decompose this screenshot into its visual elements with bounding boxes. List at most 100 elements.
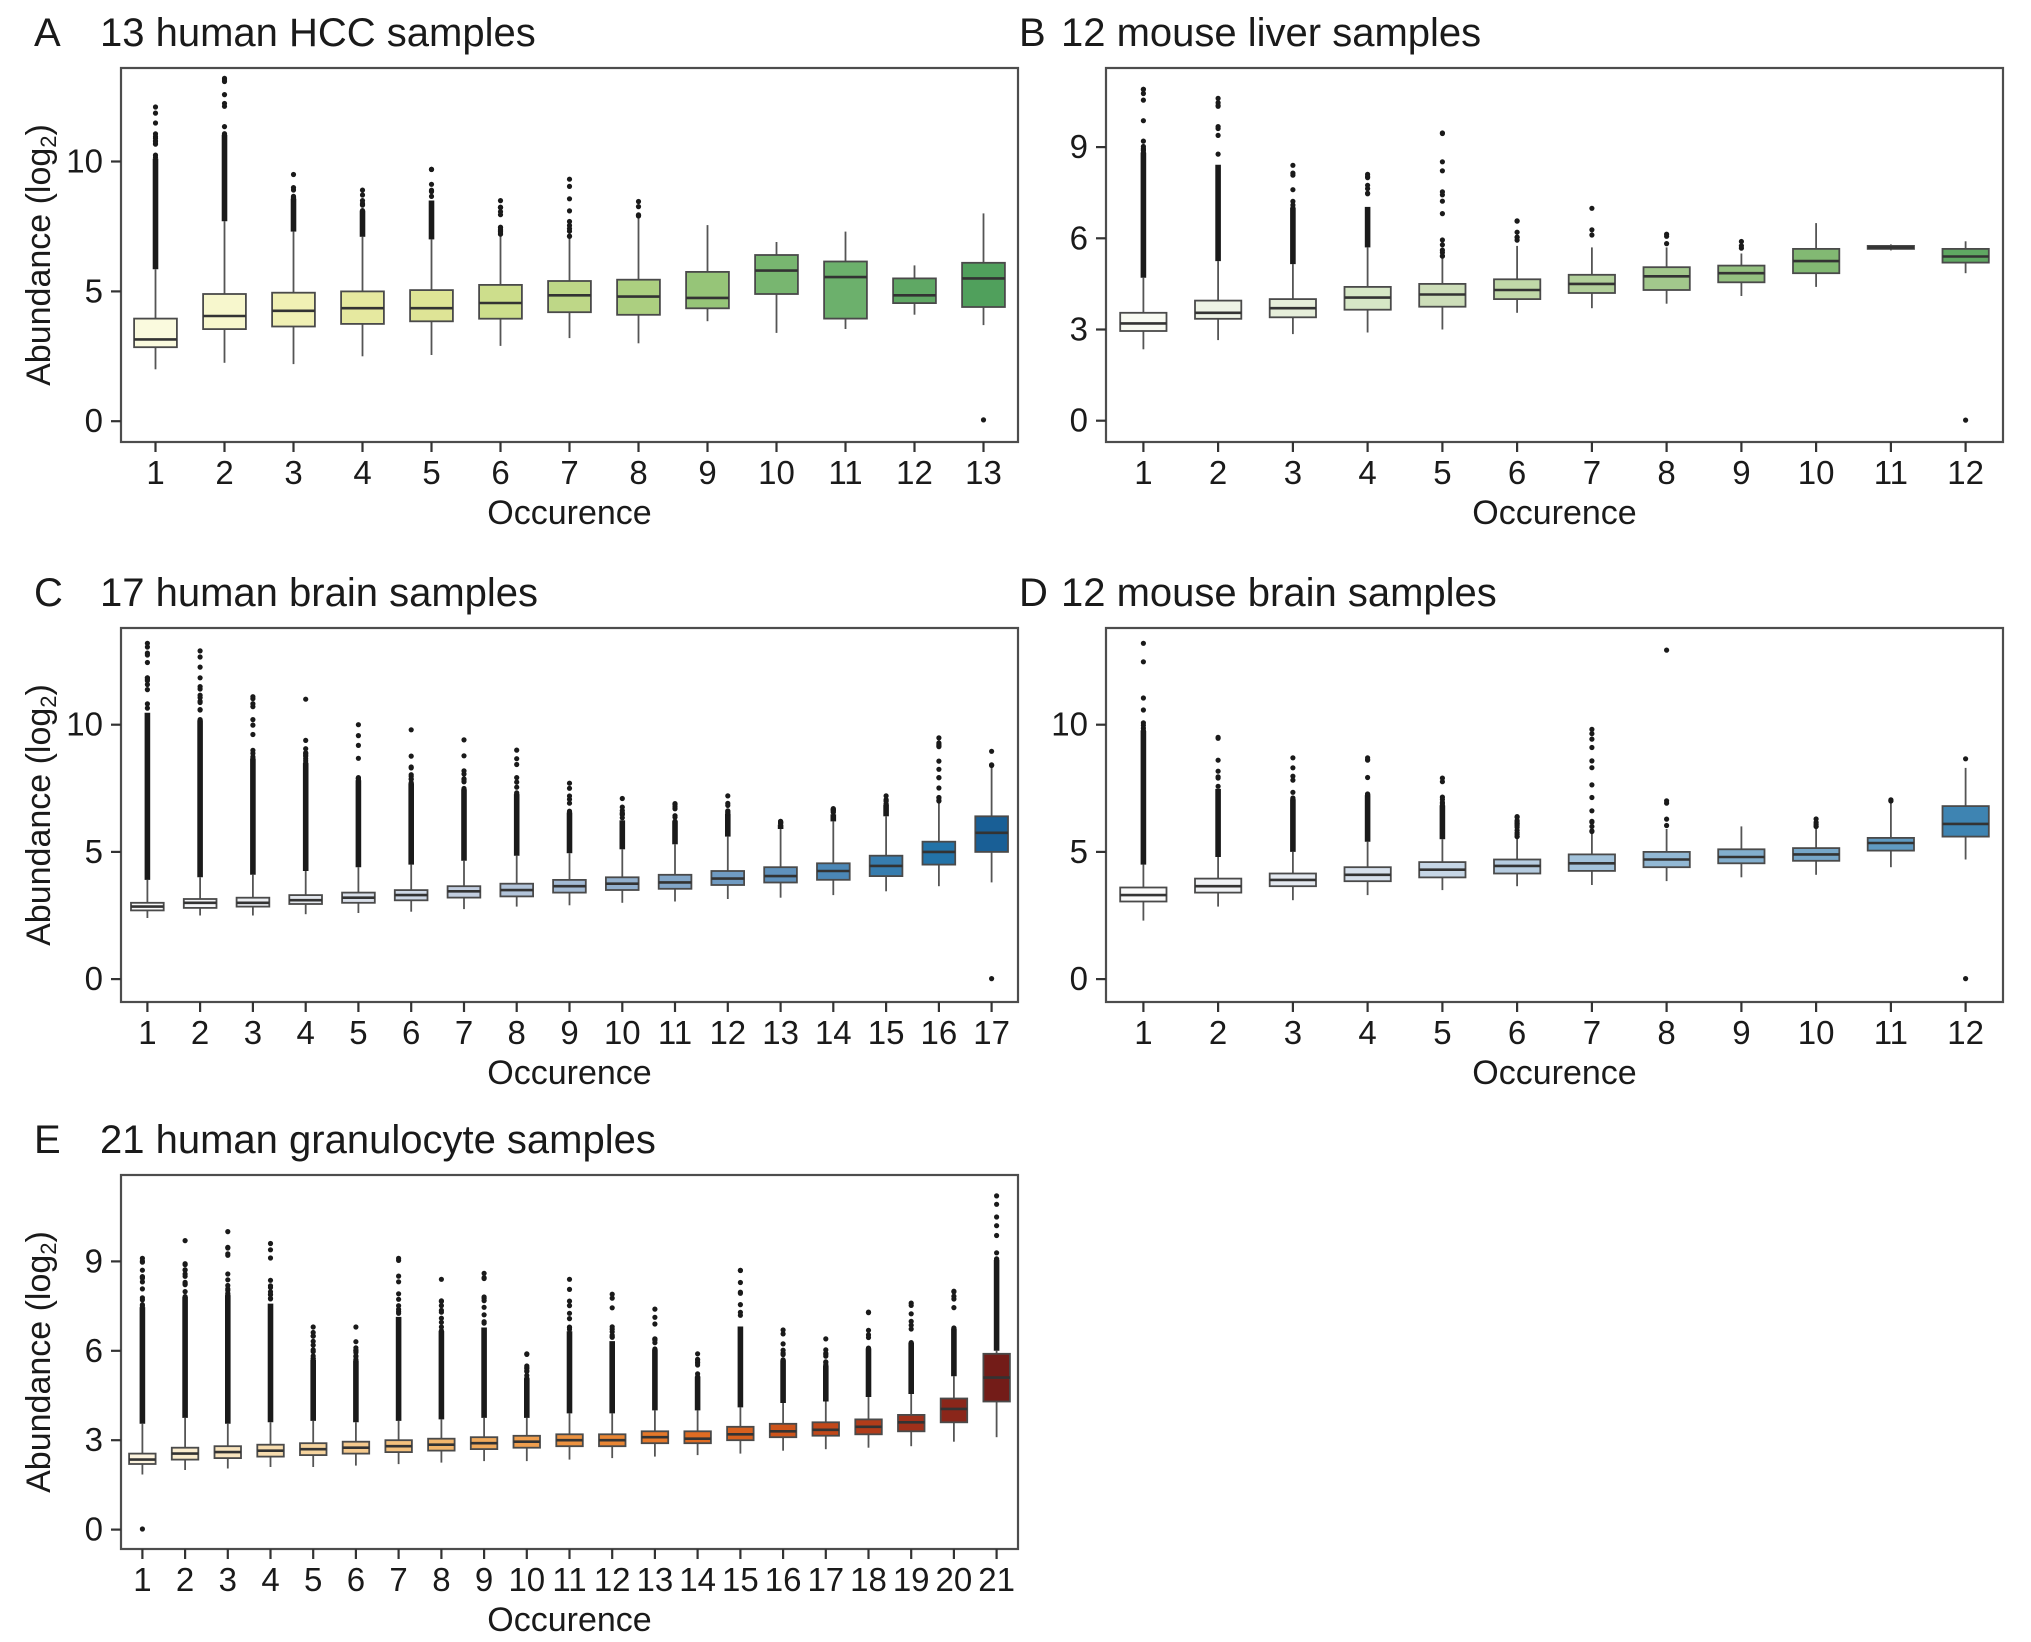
svg-text:20: 20: [936, 1561, 973, 1598]
svg-text:11: 11: [828, 454, 862, 491]
svg-text:4: 4: [1358, 454, 1376, 491]
svg-text:12: 12: [1947, 454, 1984, 491]
svg-text:0: 0: [85, 960, 103, 997]
svg-text:9: 9: [475, 1561, 493, 1598]
svg-text:2: 2: [191, 1014, 209, 1051]
svg-text:12: 12: [709, 1014, 746, 1051]
svg-text:Occurence: Occurence: [487, 1601, 651, 1639]
svg-text:1: 1: [138, 1014, 156, 1051]
svg-text:A: A: [34, 11, 61, 55]
svg-text:0: 0: [85, 1511, 103, 1548]
svg-text:17: 17: [807, 1561, 844, 1598]
svg-text:1: 1: [1134, 454, 1152, 491]
svg-text:5: 5: [304, 1561, 322, 1598]
svg-text:2: 2: [1209, 454, 1227, 491]
svg-text:Abundance (log2): Abundance (log2): [20, 124, 61, 386]
svg-text:0: 0: [1070, 960, 1088, 997]
svg-text:10: 10: [1798, 454, 1835, 491]
svg-text:D: D: [1019, 571, 1048, 615]
svg-text:8: 8: [1657, 1014, 1675, 1051]
svg-text:9: 9: [1732, 454, 1750, 491]
svg-text:17 human brain samples: 17 human brain samples: [100, 571, 538, 615]
svg-text:12 mouse brain samples: 12 mouse brain samples: [1061, 571, 1497, 615]
svg-text:3: 3: [1070, 311, 1088, 348]
svg-text:13: 13: [762, 1014, 799, 1051]
svg-text:11: 11: [1874, 1014, 1908, 1051]
svg-text:10: 10: [604, 1014, 641, 1051]
svg-text:14: 14: [679, 1561, 716, 1598]
svg-text:7: 7: [455, 1014, 473, 1051]
svg-text:10: 10: [66, 143, 103, 180]
svg-text:15: 15: [722, 1561, 759, 1598]
svg-text:10: 10: [1798, 1014, 1835, 1051]
svg-text:6: 6: [1508, 454, 1526, 491]
svg-text:13: 13: [965, 454, 1002, 491]
svg-text:12: 12: [1947, 1014, 1984, 1051]
svg-text:10: 10: [1051, 706, 1088, 743]
svg-text:13 human HCC samples: 13 human HCC samples: [100, 11, 536, 55]
svg-text:Occurence: Occurence: [487, 1054, 651, 1092]
svg-text:6: 6: [1508, 1014, 1526, 1051]
svg-text:Abundance (log2): Abundance (log2): [20, 1231, 61, 1493]
svg-text:5: 5: [1433, 454, 1451, 491]
svg-text:5: 5: [422, 454, 440, 491]
svg-text:10: 10: [758, 454, 795, 491]
svg-text:11: 11: [552, 1561, 586, 1598]
svg-text:4: 4: [297, 1014, 315, 1051]
svg-text:3: 3: [1284, 1014, 1302, 1051]
svg-text:7: 7: [1583, 454, 1601, 491]
svg-text:14: 14: [815, 1014, 852, 1051]
svg-text:4: 4: [1358, 1014, 1376, 1051]
svg-text:8: 8: [432, 1561, 450, 1598]
svg-text:2: 2: [215, 454, 233, 491]
svg-text:2: 2: [176, 1561, 194, 1598]
svg-text:10: 10: [508, 1561, 545, 1598]
svg-text:9: 9: [560, 1014, 578, 1051]
svg-text:8: 8: [629, 454, 647, 491]
svg-text:7: 7: [560, 454, 578, 491]
svg-text:6: 6: [491, 454, 509, 491]
svg-text:8: 8: [1657, 454, 1675, 491]
svg-text:0: 0: [85, 402, 103, 439]
svg-text:1: 1: [146, 454, 164, 491]
svg-text:5: 5: [349, 1014, 367, 1051]
svg-text:3: 3: [85, 1421, 103, 1458]
svg-text:18: 18: [850, 1561, 887, 1598]
svg-text:19: 19: [893, 1561, 930, 1598]
svg-text:0: 0: [1070, 402, 1088, 439]
svg-text:5: 5: [1070, 833, 1088, 870]
svg-text:12: 12: [594, 1561, 631, 1598]
svg-text:10: 10: [66, 706, 103, 743]
svg-text:B: B: [1019, 11, 1046, 55]
svg-text:15: 15: [868, 1014, 905, 1051]
svg-text:7: 7: [389, 1561, 407, 1598]
svg-text:4: 4: [353, 454, 371, 491]
svg-text:1: 1: [1134, 1014, 1152, 1051]
svg-text:1: 1: [133, 1561, 151, 1598]
svg-text:6: 6: [85, 1332, 103, 1369]
svg-text:9: 9: [85, 1242, 103, 1279]
svg-text:13: 13: [637, 1561, 674, 1598]
svg-text:16: 16: [921, 1014, 958, 1051]
svg-text:5: 5: [85, 272, 103, 309]
svg-text:E: E: [34, 1118, 61, 1162]
svg-text:16: 16: [765, 1561, 802, 1598]
svg-text:Abundance (log2): Abundance (log2): [20, 684, 61, 946]
svg-text:11: 11: [1874, 454, 1908, 491]
svg-text:Occurence: Occurence: [1472, 1054, 1636, 1092]
svg-text:2: 2: [1209, 1014, 1227, 1051]
svg-text:12: 12: [896, 454, 933, 491]
svg-text:7: 7: [1583, 1014, 1601, 1051]
svg-text:9: 9: [1732, 1014, 1750, 1051]
svg-text:21 human granulocyte samples: 21 human granulocyte samples: [100, 1118, 656, 1162]
svg-text:C: C: [34, 571, 63, 615]
svg-text:3: 3: [219, 1561, 237, 1598]
svg-text:9: 9: [698, 454, 716, 491]
svg-text:6: 6: [1070, 219, 1088, 256]
svg-text:21: 21: [978, 1561, 1015, 1598]
svg-text:Occurence: Occurence: [1472, 494, 1636, 532]
svg-text:3: 3: [244, 1014, 262, 1051]
svg-text:8: 8: [508, 1014, 526, 1051]
svg-text:4: 4: [261, 1561, 279, 1598]
svg-text:6: 6: [347, 1561, 365, 1598]
